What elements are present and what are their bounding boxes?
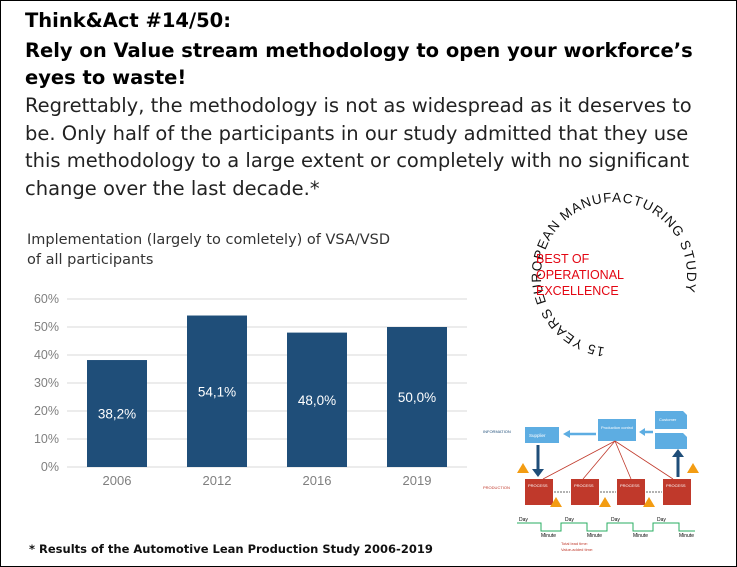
vsm-warning-icon-3 [599,497,611,507]
data-label: 38,2% [98,407,136,422]
vsm-timeline [517,522,695,532]
vsm-process-label: PROCESS [666,483,686,488]
vsm-warning-icon-1 [517,463,529,473]
bar [387,327,447,467]
x-tick-label: 2016 [303,473,332,488]
vsm-day-label-2: Day [565,517,574,523]
vsm-process-label: PROCESS [574,483,594,488]
vsm-information-label: INFORMATION [483,429,511,434]
chart-title: Implementation (largely to comletely) of… [27,232,391,248]
vsm-lead-time-label: Total lead time: [561,541,588,546]
vsm-minute-label-4: Minute [679,533,694,539]
ems-seal: 15 YEARS EUROPEAN MANUFACTURING STUDY BE… [514,183,714,362]
vsm-production-label: PRODUCTION [483,485,510,490]
slide-headline: Rely on Value stream methodology to open… [25,39,693,89]
vsm-process-label: PROCESS [620,483,640,488]
vsm-value-time-label: Value-added time: [561,547,593,552]
vsm-supplier-box [525,427,559,443]
vsm-day-label-1: Day [519,517,528,523]
y-tick-label: 30% [34,376,59,390]
seal-line-1: BEST OF [536,252,590,266]
footnote: * Results of the Automotive Lean Product… [29,542,433,556]
vsm-process-box [617,479,645,505]
vsm-arrowhead-right [639,428,645,436]
vsm-process-box [663,479,691,505]
vsm-supplier-label: Supplier [529,433,546,438]
bar [287,332,347,467]
bar [187,315,247,467]
slide-title: Think&Act #14/50: [25,9,232,32]
y-tick-label: 20% [34,404,59,418]
slide-body-text: Regrettably, the methodology is not as w… [25,94,692,200]
x-tick-label: 2019 [403,473,432,488]
vsm-control-box [598,419,636,441]
vsm-customer-box-1 [655,411,687,429]
vsm-info-line-3 [614,440,632,480]
vsm-warning-icon-2 [550,497,562,507]
chart-subtitle: of all participants [27,252,154,268]
vsm-info-line-1 [542,440,616,480]
value-stream-map-illustration: INFORMATION PRODUCTION Supplier Producti… [483,405,713,564]
vsm-warning-icon-4 [643,497,655,507]
y-tick-label: 60% [34,292,59,306]
vsm-minute-label-2: Minute [587,533,602,539]
chart-title-block: Implementation (largely to comletely) of… [27,230,390,270]
vsm-up-arrowhead [672,449,684,457]
vsm-process-box [525,479,553,505]
vsm-customer-box-2 [655,433,687,449]
y-tick-label: 40% [34,348,59,362]
vsm-down-arrowhead [532,469,544,477]
vsm-control-label: Production control [601,425,633,430]
data-label: 54,1% [198,384,236,399]
vsm-warning-icon-5 [687,463,699,473]
vsm-process-box [571,479,599,505]
y-tick-label: 0% [41,460,59,474]
bar [87,360,147,467]
data-label: 48,0% [298,393,336,408]
vsm-customer-label: Customer [659,417,677,422]
vsm-info-line-4 [614,440,674,480]
seal-line-3: EXCELLENCE [536,284,619,298]
vsm-day-label-4: Day [657,517,666,523]
vsm-info-line-2 [582,440,616,480]
vsm-process-label: PROCESS [528,483,548,488]
vsm-day-label-3: Day [611,517,620,523]
data-label: 50,0% [398,390,436,405]
y-tick-label: 10% [34,432,59,446]
vsm-minute-label-1: Minute [541,533,556,539]
x-tick-label: 2012 [203,473,232,488]
y-tick-label: 50% [34,320,59,334]
x-tick-label: 2006 [103,473,132,488]
seal-line-2: OPERATIONAL [536,268,624,282]
bar-chart: 0% 10% 20% 30% 40% 50% 60% 38,2% 2006 54,1% 2012 48… [34,292,467,488]
vsm-minute-label-3: Minute [633,533,648,539]
vsm-arrowhead-left [563,430,570,438]
